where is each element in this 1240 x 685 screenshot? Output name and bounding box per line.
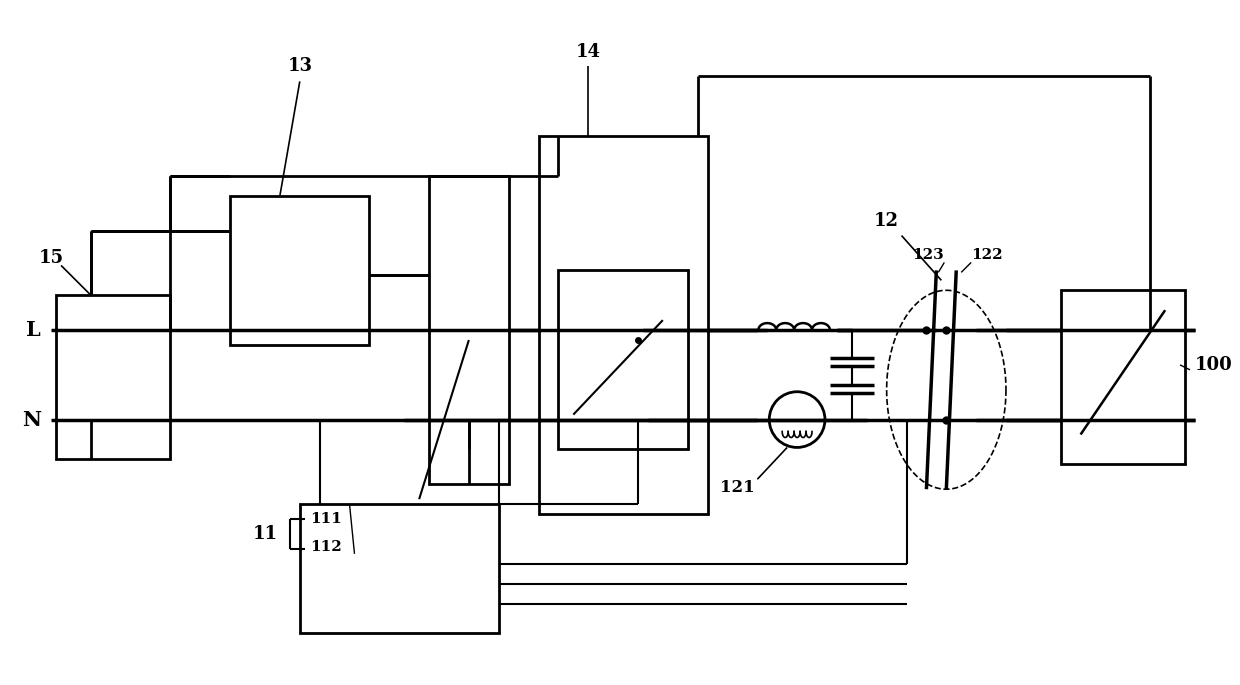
Bar <box>56 295 170 460</box>
Text: L: L <box>26 320 41 340</box>
Bar <box>300 504 498 634</box>
Text: 112: 112 <box>310 540 341 554</box>
Bar <box>538 136 708 514</box>
Text: 122: 122 <box>971 249 1003 262</box>
Text: 15: 15 <box>40 249 64 267</box>
Bar <box>429 176 508 484</box>
Text: 100: 100 <box>1195 356 1233 374</box>
Bar <box>231 196 370 345</box>
Bar <box>1060 290 1185 464</box>
Text: 123: 123 <box>913 249 945 262</box>
Text: 13: 13 <box>288 58 312 75</box>
Text: N: N <box>22 410 41 429</box>
Text: 14: 14 <box>575 42 600 60</box>
Text: 11: 11 <box>253 525 278 543</box>
Text: 121: 121 <box>720 479 755 496</box>
Text: 12: 12 <box>874 212 899 229</box>
Text: 111: 111 <box>310 512 341 526</box>
Bar <box>558 271 688 449</box>
